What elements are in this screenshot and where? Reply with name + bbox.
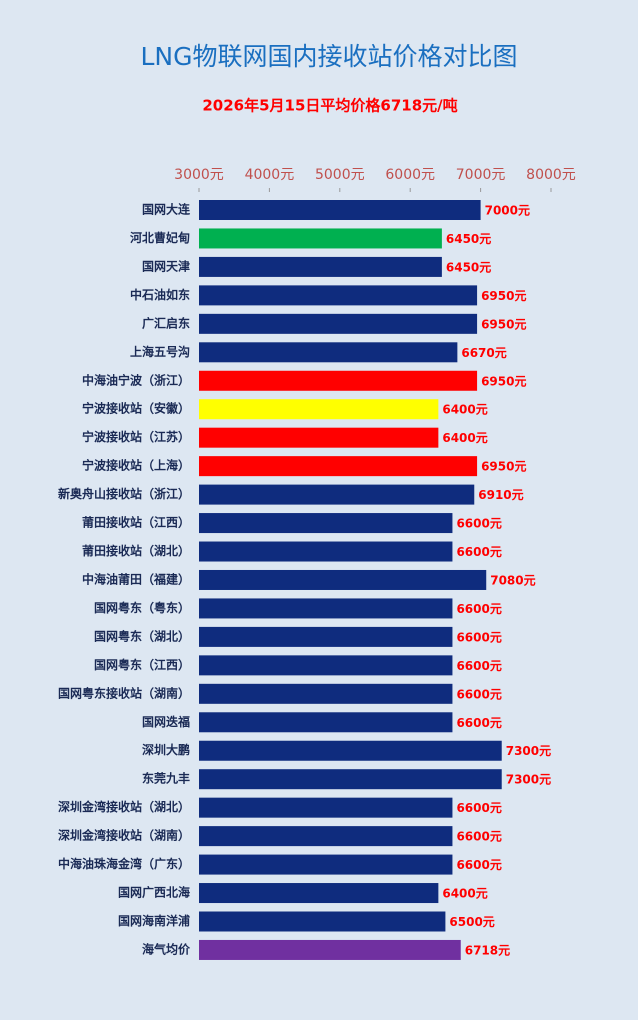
value-label: 6950元 bbox=[481, 317, 526, 331]
value-label: 7000元 bbox=[485, 204, 530, 218]
bar bbox=[199, 228, 442, 249]
value-label: 6950元 bbox=[481, 460, 526, 474]
bar bbox=[199, 911, 446, 932]
y-tick-label: 新奥舟山接收站（浙江） bbox=[58, 486, 190, 501]
y-tick-label: 莆田接收站（江西） bbox=[82, 515, 190, 530]
y-tick-label: 广汇启东 bbox=[142, 315, 190, 330]
value-label: 6400元 bbox=[442, 887, 487, 901]
value-label: 6450元 bbox=[446, 260, 491, 274]
value-label: 6950元 bbox=[481, 374, 526, 388]
value-label: 6600元 bbox=[456, 545, 501, 559]
y-tick-label: 海气均价 bbox=[142, 941, 191, 956]
value-label: 6600元 bbox=[456, 801, 501, 815]
y-tick-label: 国网广西北海 bbox=[118, 885, 190, 900]
bar bbox=[199, 256, 442, 277]
x-tick-label: 4000元 bbox=[245, 167, 295, 183]
bar bbox=[199, 456, 478, 477]
bar bbox=[199, 655, 453, 676]
bar bbox=[199, 370, 478, 391]
value-label: 7080元 bbox=[490, 573, 535, 587]
x-tick-label: 8000元 bbox=[526, 167, 576, 183]
value-label: 7300元 bbox=[506, 744, 551, 758]
x-tick-label: 7000元 bbox=[456, 167, 506, 183]
bar bbox=[199, 569, 487, 590]
value-label: 7300元 bbox=[506, 773, 551, 787]
value-label: 6950元 bbox=[481, 289, 526, 303]
y-tick-label: 宁波接收站（江苏） bbox=[82, 429, 190, 444]
value-label: 6600元 bbox=[456, 830, 501, 844]
y-tick-label: 宁波接收站（上海） bbox=[82, 458, 190, 473]
y-tick-label: 国网迭福 bbox=[142, 714, 190, 729]
bar bbox=[199, 740, 502, 761]
bar bbox=[199, 598, 453, 619]
y-tick-label: 国网海南洋浦 bbox=[118, 913, 190, 928]
value-label: 6670元 bbox=[461, 346, 506, 360]
value-label: 6400元 bbox=[442, 403, 487, 417]
value-label: 6450元 bbox=[446, 232, 491, 246]
bar bbox=[199, 854, 453, 875]
y-tick-label: 中石油如东 bbox=[130, 287, 190, 302]
chart-title: LNG物联网国内接收站价格对比图 bbox=[140, 42, 517, 71]
y-tick-label: 莆田接收站（湖北） bbox=[82, 543, 190, 558]
y-tick-label: 国网粤东（粤东） bbox=[94, 600, 190, 615]
value-label: 6400元 bbox=[442, 431, 487, 445]
y-tick-label: 国网天津 bbox=[142, 258, 190, 273]
value-label: 6600元 bbox=[456, 687, 501, 701]
y-tick-label: 中海油珠海金湾（广东） bbox=[58, 856, 190, 871]
y-tick-label: 中海油宁波（浙江） bbox=[82, 372, 190, 387]
bar bbox=[199, 200, 481, 220]
bar bbox=[199, 285, 478, 306]
bar bbox=[199, 939, 461, 960]
bar bbox=[199, 769, 502, 790]
y-tick-label: 深圳金湾接收站（湖南） bbox=[58, 828, 190, 843]
y-tick-label: 国网粤东（江西） bbox=[94, 657, 190, 672]
y-tick-label: 国网粤东接收站（湖南） bbox=[58, 685, 190, 700]
x-tick-label: 5000元 bbox=[315, 167, 365, 183]
bar bbox=[199, 313, 478, 334]
chart-subtitle: 2026年5月15日平均价格6718元/吨 bbox=[202, 97, 457, 115]
y-tick-label: 国网粤东（湖北） bbox=[94, 628, 190, 643]
bar bbox=[199, 427, 439, 448]
y-tick-label: 国网大连 bbox=[142, 202, 191, 217]
y-tick-label: 东莞九丰 bbox=[142, 771, 190, 786]
bar bbox=[199, 826, 453, 847]
bar bbox=[199, 399, 439, 420]
value-label: 6500元 bbox=[449, 915, 494, 929]
value-label: 6600元 bbox=[456, 630, 501, 644]
value-label: 6600元 bbox=[456, 602, 501, 616]
value-label: 6910元 bbox=[478, 488, 523, 502]
value-label: 6718元 bbox=[465, 943, 510, 957]
bar bbox=[199, 626, 453, 647]
bar bbox=[199, 683, 453, 704]
value-label: 6600元 bbox=[456, 858, 501, 872]
y-tick-label: 深圳大鹏 bbox=[142, 742, 190, 757]
bar bbox=[199, 513, 453, 534]
bar bbox=[199, 883, 439, 904]
value-label: 6600元 bbox=[456, 716, 501, 730]
x-tick-label: 6000元 bbox=[385, 167, 435, 183]
bar bbox=[199, 342, 458, 363]
value-label: 6600元 bbox=[456, 517, 501, 531]
bar bbox=[199, 541, 453, 562]
value-label: 6600元 bbox=[456, 659, 501, 673]
y-tick-label: 宁波接收站（安徽） bbox=[82, 401, 190, 416]
y-tick-label: 上海五号沟 bbox=[130, 344, 190, 359]
x-tick-label: 3000元 bbox=[174, 167, 224, 183]
bar bbox=[199, 797, 453, 818]
bar bbox=[199, 712, 453, 733]
y-tick-label: 深圳金湾接收站（湖北） bbox=[58, 799, 190, 814]
y-tick-label: 河北曹妃甸 bbox=[129, 230, 190, 245]
y-tick-label: 中海油莆田（福建） bbox=[82, 571, 190, 586]
bar bbox=[199, 484, 475, 505]
